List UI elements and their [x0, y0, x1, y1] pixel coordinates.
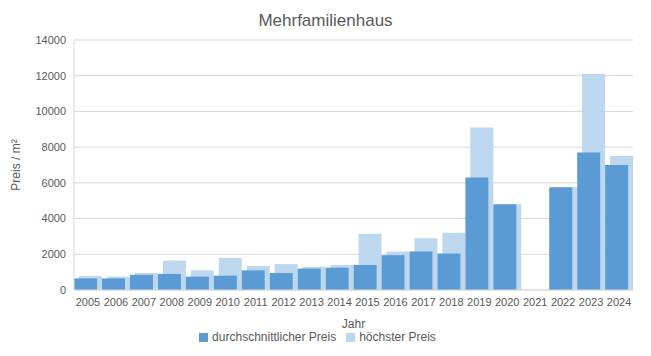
- svg-text:2007: 2007: [132, 296, 156, 308]
- svg-text:2023: 2023: [579, 296, 603, 308]
- svg-text:0: 0: [60, 284, 66, 296]
- svg-text:2024: 2024: [607, 296, 631, 308]
- svg-text:10000: 10000: [35, 105, 66, 117]
- svg-text:14000: 14000: [35, 34, 66, 46]
- svg-text:2020: 2020: [495, 296, 519, 308]
- html-text:Mehrfamilienhaus: Mehrfamilienhaus: [258, 11, 393, 30]
- svg-text:8000: 8000: [42, 141, 66, 153]
- svg-text:2021: 2021: [523, 296, 547, 308]
- html-text:höchster Preis: höchster Preis: [359, 330, 436, 344]
- svg-text:4000: 4000: [42, 212, 66, 224]
- svg-text:2013: 2013: [299, 296, 323, 308]
- svg-text:Preis / m²: Preis / m²: [9, 139, 23, 190]
- svg-text:2006: 2006: [104, 296, 128, 308]
- svg-text:2008: 2008: [160, 296, 184, 308]
- svg-text:2000: 2000: [42, 248, 66, 260]
- svg-text:2022: 2022: [551, 296, 575, 308]
- svg-text:12000: 12000: [35, 70, 66, 82]
- svg-text:2014: 2014: [327, 296, 351, 308]
- svg-text:2019: 2019: [467, 296, 491, 308]
- svg-text:2018: 2018: [439, 296, 463, 308]
- svg-text:2005: 2005: [76, 296, 100, 308]
- svg-text:2010: 2010: [215, 296, 239, 308]
- svg-text:2009: 2009: [188, 296, 212, 308]
- html-text:durchschnittlicher Preis: durchschnittlicher Preis: [212, 330, 337, 344]
- svg-text:2012: 2012: [271, 296, 295, 308]
- svg-text:2011: 2011: [244, 296, 268, 308]
- svg-text:2017: 2017: [411, 296, 435, 308]
- svg-text:6000: 6000: [42, 177, 66, 189]
- svg-text:2015: 2015: [355, 296, 379, 308]
- svg-text:Jahr: Jahr: [342, 317, 365, 331]
- svg-text:2016: 2016: [383, 296, 407, 308]
